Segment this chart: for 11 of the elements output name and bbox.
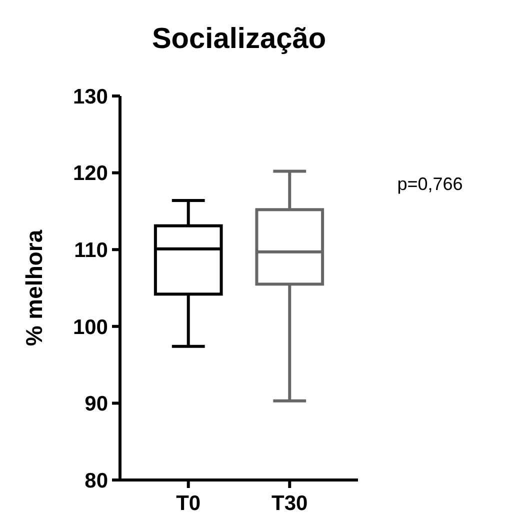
y-tick-label: 110 [74,238,108,262]
y-tick-label: 90 [84,392,108,416]
y-tick-label: 120 [72,162,108,186]
y-tick-label: 130 [72,85,108,108]
y-tick-label: 100 [72,316,108,339]
x-tick-label: T0 [176,492,201,515]
x-tick-label: T30 [272,492,308,515]
chart-title: Socialização [152,23,326,55]
text: p=0,766 [397,174,463,194]
y-tick-label: 80 [84,469,108,492]
y-axis-title: % melhora [21,230,47,346]
